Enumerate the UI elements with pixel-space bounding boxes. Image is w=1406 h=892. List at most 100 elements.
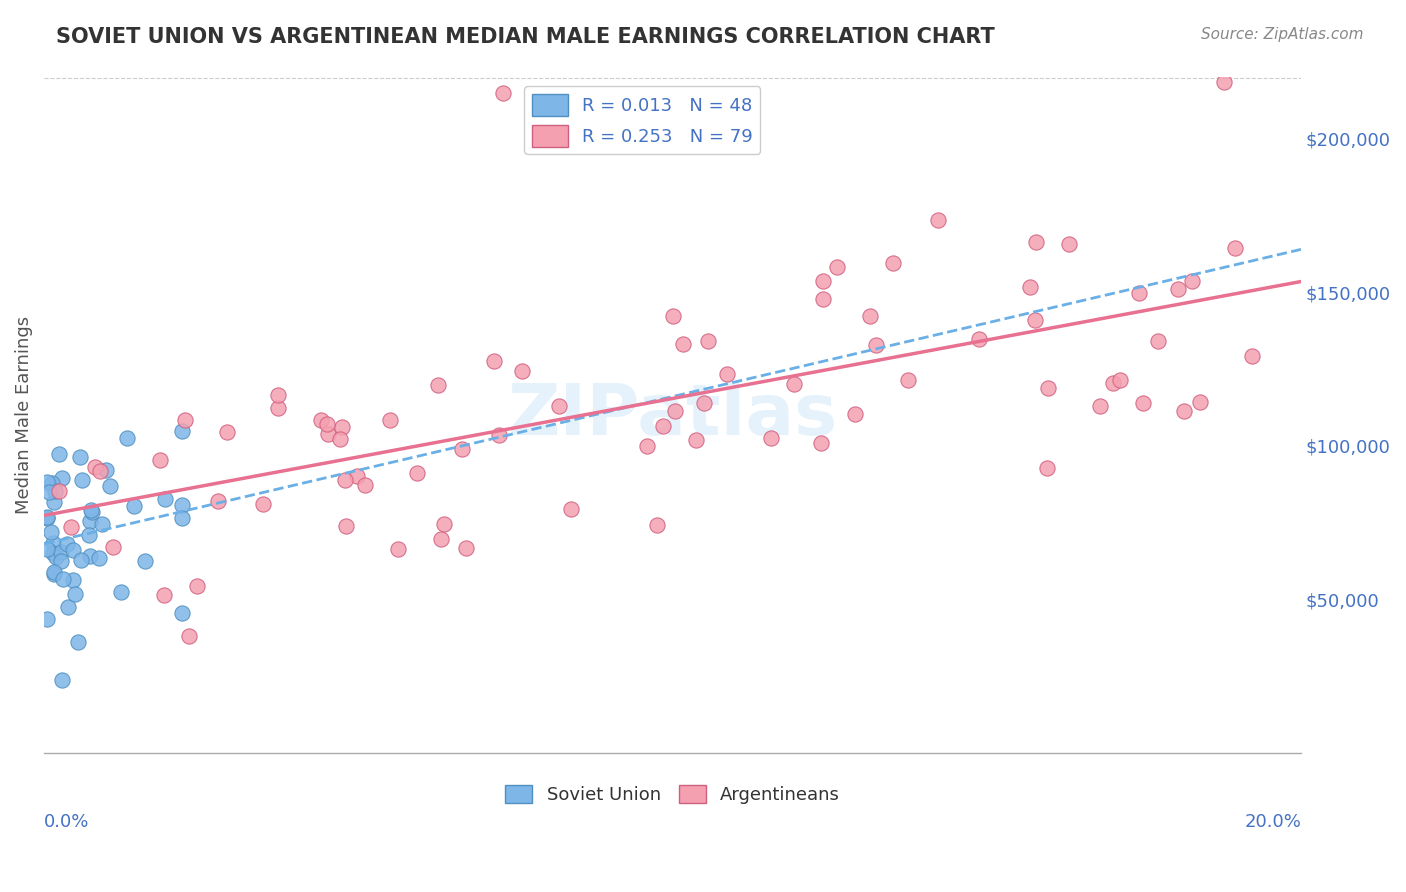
- Point: [645, 518, 668, 533]
- Point: [42, 565, 65, 579]
- Point: [387, 541, 409, 556]
- Point: [67, 635, 90, 649]
- Point: [177, 629, 200, 643]
- Point: [172, 424, 194, 438]
- Point: [664, 404, 686, 418]
- Point: [482, 353, 505, 368]
- Point: [782, 376, 804, 391]
- Point: [1132, 396, 1154, 410]
- Point: [44, 566, 66, 581]
- Point: [882, 256, 904, 270]
- Point: [1102, 376, 1125, 390]
- Point: [77, 527, 100, 541]
- Point: [844, 407, 866, 421]
- Point: [48, 483, 70, 498]
- Point: [309, 412, 332, 426]
- Point: [84, 459, 107, 474]
- Point: [332, 420, 354, 434]
- Point: [89, 464, 111, 478]
- Point: [207, 494, 229, 508]
- Point: [267, 388, 290, 402]
- Point: [149, 453, 172, 467]
- Point: [430, 532, 453, 546]
- Point: [37, 612, 59, 626]
- Point: [173, 413, 195, 427]
- Point: [70, 474, 93, 488]
- Point: [51, 471, 73, 485]
- Point: [346, 469, 368, 483]
- Point: [153, 491, 176, 506]
- Text: ZIPatlas: ZIPatlas: [508, 381, 838, 450]
- Point: [37, 475, 59, 489]
- Point: [759, 431, 782, 445]
- Point: [335, 518, 357, 533]
- Point: [51, 545, 73, 559]
- Point: [134, 554, 156, 568]
- Point: [1167, 282, 1189, 296]
- Point: [172, 510, 194, 524]
- Point: [1109, 373, 1132, 387]
- Point: [825, 260, 848, 274]
- Point: [70, 552, 93, 566]
- Point: [811, 293, 834, 307]
- Point: [69, 450, 91, 464]
- Legend: Soviet Union, Argentineans: Soviet Union, Argentineans: [498, 777, 848, 811]
- Point: [510, 364, 533, 378]
- Point: [59, 520, 82, 534]
- Point: [56, 600, 79, 615]
- Point: [329, 432, 352, 446]
- Point: [51, 554, 73, 568]
- Point: [101, 541, 124, 555]
- Point: [967, 332, 990, 346]
- Point: [79, 549, 101, 563]
- Point: [1173, 404, 1195, 418]
- Point: [1241, 349, 1264, 363]
- Point: [716, 368, 738, 382]
- Point: [492, 86, 515, 100]
- Point: [41, 546, 63, 560]
- Point: [48, 447, 70, 461]
- Point: [488, 427, 510, 442]
- Text: Source: ZipAtlas.com: Source: ZipAtlas.com: [1201, 27, 1364, 42]
- Point: [267, 401, 290, 415]
- Point: [122, 499, 145, 513]
- Point: [451, 442, 474, 457]
- Text: SOVIET UNION VS ARGENTINEAN MEDIAN MALE EARNINGS CORRELATION CHART: SOVIET UNION VS ARGENTINEAN MEDIAN MALE …: [56, 27, 995, 46]
- Point: [672, 337, 695, 351]
- Point: [896, 373, 918, 387]
- Point: [172, 498, 194, 512]
- Point: [80, 503, 103, 517]
- Point: [1188, 395, 1211, 409]
- Point: [91, 516, 114, 531]
- Point: [427, 378, 450, 392]
- Point: [378, 412, 401, 426]
- Point: [115, 431, 138, 445]
- Point: [433, 516, 456, 531]
- Point: [110, 584, 132, 599]
- Point: [456, 541, 478, 555]
- Point: [215, 425, 238, 440]
- Point: [52, 573, 75, 587]
- Point: [316, 426, 339, 441]
- Point: [1036, 381, 1059, 395]
- Point: [39, 524, 62, 539]
- Point: [1146, 334, 1168, 348]
- Point: [1181, 274, 1204, 288]
- Point: [172, 606, 194, 620]
- Point: [94, 462, 117, 476]
- Point: [636, 439, 658, 453]
- Point: [811, 274, 834, 288]
- Point: [44, 484, 66, 499]
- Point: [37, 542, 59, 557]
- Point: [927, 212, 949, 227]
- Point: [252, 497, 274, 511]
- Point: [810, 435, 832, 450]
- Point: [692, 396, 714, 410]
- Point: [662, 310, 685, 324]
- Point: [652, 419, 675, 434]
- Point: [1225, 241, 1247, 255]
- Point: [548, 399, 571, 413]
- Text: 0.0%: 0.0%: [44, 814, 90, 831]
- Point: [1025, 235, 1047, 249]
- Point: [62, 542, 84, 557]
